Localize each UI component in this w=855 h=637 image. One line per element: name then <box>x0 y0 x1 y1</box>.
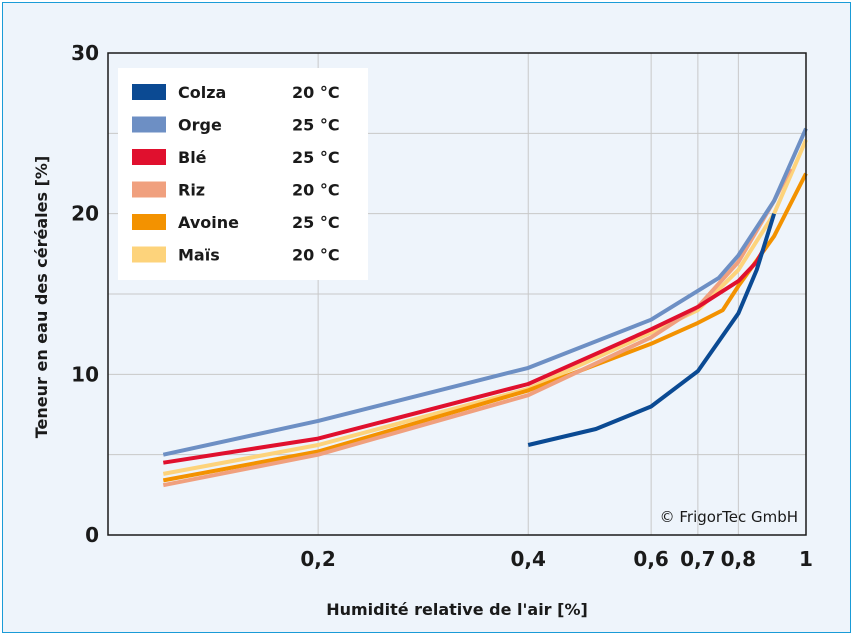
legend-temp-ble: 25 °C <box>292 148 340 167</box>
legend-swatch-ble <box>132 149 166 165</box>
legend-name-orge: Orge <box>178 116 222 135</box>
legend-temp-colza: 20 °C <box>292 83 340 102</box>
legend-temp-riz: 20 °C <box>292 181 340 200</box>
series-line-orge <box>162 127 808 457</box>
legend-name-ble: Blé <box>178 148 207 167</box>
legend-box <box>118 68 368 280</box>
legend-swatch-colza <box>132 84 166 100</box>
copyright-label: © FrigorTec GmbH <box>660 508 798 526</box>
legend-temp-orge: 25 °C <box>292 116 340 135</box>
x-axis-label: Humidité relative de l'air [%] <box>326 600 588 619</box>
legend-name-riz: Riz <box>178 181 205 200</box>
y-axis-label: Teneur en eau des céréales [%] <box>32 156 51 439</box>
legend-name-mais: Maïs <box>178 246 220 265</box>
y-tick-label-2: 20 <box>71 202 99 226</box>
x-tick-label-5: 1 <box>799 547 813 571</box>
plot-border <box>107 52 807 536</box>
x-tick-label-2: 0,6 <box>633 547 668 571</box>
series-line-ble <box>162 248 766 465</box>
x-tick-label-4: 0,8 <box>721 547 756 571</box>
legend-swatch-avoine <box>132 214 166 230</box>
y-tick-label-1: 10 <box>71 362 99 386</box>
x-tick-label-1: 0,4 <box>511 547 546 571</box>
legend-temp-avoine: 25 °C <box>292 213 340 232</box>
legend-name-avoine: Avoine <box>178 213 239 232</box>
legend-name-colza: Colza <box>178 83 226 102</box>
legend: Colza 20 °C Orge 25 °C Blé 25 °C Riz 20 °C Avoin… <box>118 68 368 280</box>
legend-temp-mais: 20 °C <box>292 246 340 265</box>
y-tick-label-0: 0 <box>85 523 99 547</box>
series-line-colza <box>527 213 777 447</box>
y-tick-label-3: 30 <box>71 41 99 65</box>
legend-swatch-riz <box>132 181 166 198</box>
series-lines <box>162 127 808 488</box>
x-tick-label-0: 0,2 <box>300 547 335 571</box>
legend-swatch-mais <box>132 246 166 263</box>
legend-swatch-orge <box>132 116 166 133</box>
x-tick-label-3: 0,7 <box>680 547 715 571</box>
